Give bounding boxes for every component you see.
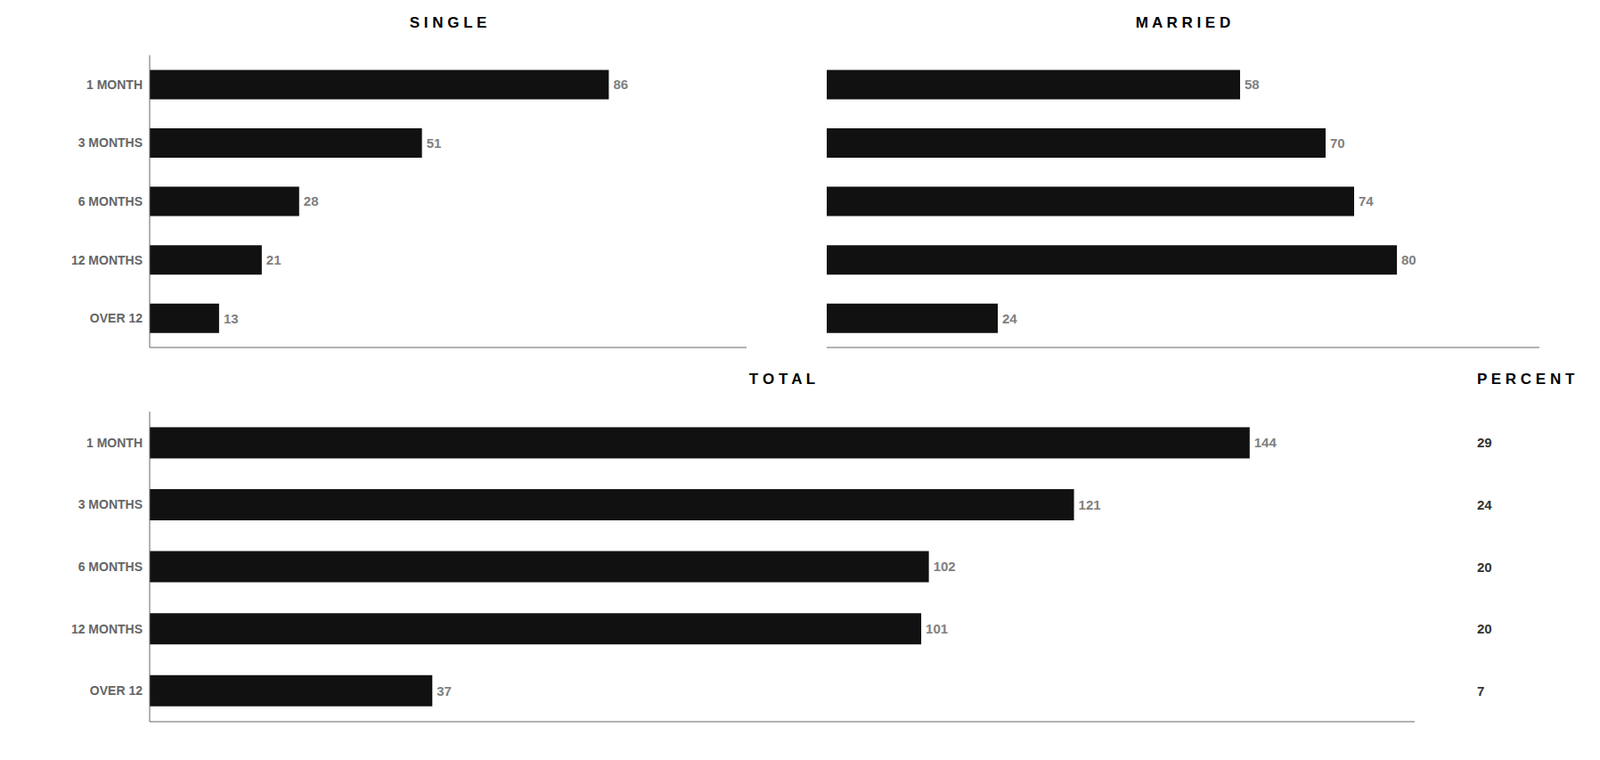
svg-text:6 MONTHS: 6 MONTHS [78,194,143,209]
svg-text:3 MONTHS: 3 MONTHS [78,497,143,512]
svg-text:101: 101 [925,620,948,637]
svg-text:13: 13 [223,310,239,327]
svg-text:24: 24 [1477,497,1493,513]
svg-text:86: 86 [612,76,629,92]
html-text:M A R R I E D: M A R R I E D [1135,14,1231,32]
svg-text:58: 58 [1244,76,1260,92]
svg-text:7: 7 [1477,683,1485,699]
svg-text:102: 102 [933,558,956,574]
svg-text:21: 21 [266,252,282,268]
svg-text:70: 70 [1330,135,1346,151]
svg-text:OVER 12: OVER 12 [89,683,143,698]
svg-text:144: 144 [1254,434,1278,450]
svg-text:20: 20 [1477,559,1493,575]
html-text:S I N G L E: S I N G L E [409,14,487,32]
html-text:T O T A L: T O T A L [749,370,816,388]
svg-text:12 MONTHS: 12 MONTHS [71,621,143,637]
svg-text:24: 24 [1002,310,1018,327]
svg-text:OVER 12: OVER 12 [89,310,143,326]
svg-text:51: 51 [426,135,442,151]
svg-text:20: 20 [1477,620,1493,637]
svg-text:29: 29 [1477,434,1493,450]
svg-text:1 MONTH: 1 MONTH [86,435,143,450]
svg-text:12 MONTHS: 12 MONTHS [71,253,143,268]
svg-text:6 MONTHS: 6 MONTHS [78,559,143,574]
svg-text:1 MONTH: 1 MONTH [86,77,143,92]
svg-text:80: 80 [1401,252,1417,268]
html-text:P E R C E N T: P E R C E N T [1477,370,1575,388]
svg-text:3 MONTHS: 3 MONTHS [78,135,143,150]
svg-text:37: 37 [436,683,452,699]
svg-text:74: 74 [1358,193,1374,209]
svg-text:121: 121 [1078,497,1102,513]
svg-text:28: 28 [303,193,319,209]
